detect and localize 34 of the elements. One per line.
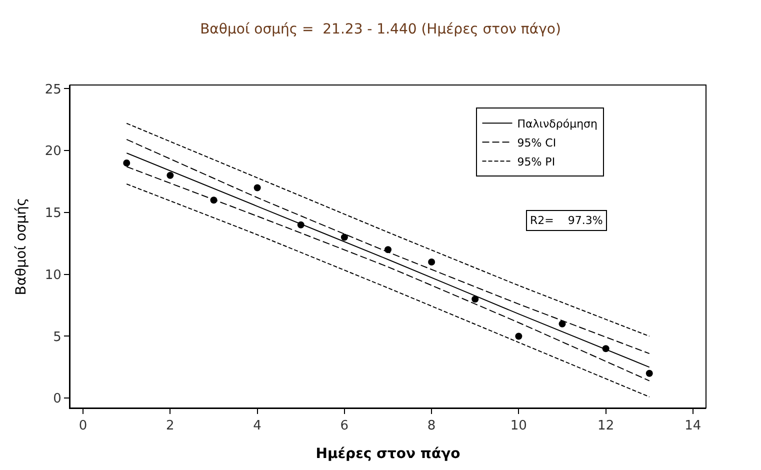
point — [558, 320, 566, 328]
point — [602, 345, 610, 352]
point — [515, 332, 522, 340]
point — [646, 370, 653, 377]
y-tick-label: 0 — [53, 392, 62, 407]
x-tick-label: 4 — [253, 418, 262, 434]
x-tick-label: 2 — [166, 418, 174, 434]
x-tick-label: 14 — [684, 418, 702, 434]
point — [123, 159, 130, 166]
point — [472, 296, 479, 303]
point — [297, 221, 304, 228]
x-axis-title: Ημέρες στον πάγο — [316, 446, 461, 462]
point — [254, 184, 261, 192]
point — [166, 172, 174, 179]
legend-label: Παλινδρόμηση — [517, 117, 598, 130]
x-tick-label: 10 — [510, 418, 527, 434]
y-tick-label: 10 — [44, 268, 62, 283]
point — [384, 246, 392, 254]
y-axis-title: Βαθμοί οσμής — [13, 198, 30, 296]
y-tick-label: 15 — [44, 206, 62, 222]
annotation: R2= 97.3% — [530, 214, 603, 227]
point — [428, 258, 436, 266]
x-tick-label: 8 — [427, 418, 436, 434]
point — [210, 196, 218, 204]
x-tick-label: 6 — [340, 418, 349, 434]
legend-label: 95% CI — [517, 136, 556, 150]
y-tick-label: 5 — [53, 330, 62, 345]
point — [340, 234, 348, 241]
x-tick-label: 12 — [598, 418, 614, 434]
y-tick-label: 20 — [44, 144, 62, 160]
x-tick-label: 0 — [78, 418, 88, 434]
chart-title: Βαθμοί οσμής = 21.23 - 1.440 (Ημέρες στον πάγο) — [200, 21, 561, 38]
legend-label: 95% PI — [517, 155, 556, 168]
y-tick-label: 25 — [44, 82, 62, 98]
